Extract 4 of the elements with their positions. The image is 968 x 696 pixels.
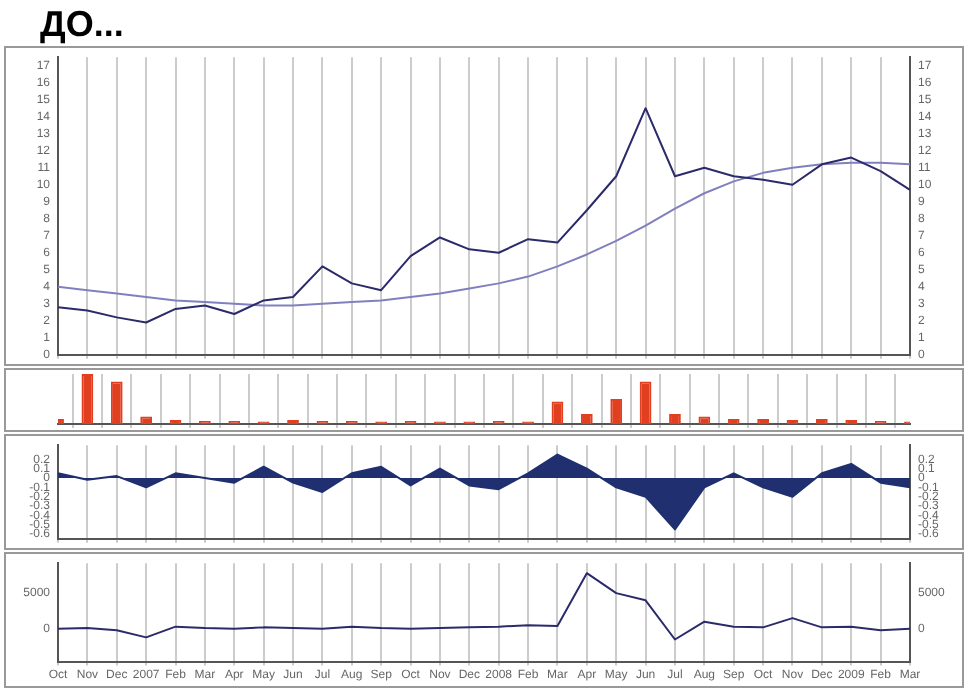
- bar: [110, 381, 123, 424]
- bar: [81, 374, 94, 424]
- bar: [610, 399, 623, 424]
- chart-title: ДО...: [38, 2, 126, 44]
